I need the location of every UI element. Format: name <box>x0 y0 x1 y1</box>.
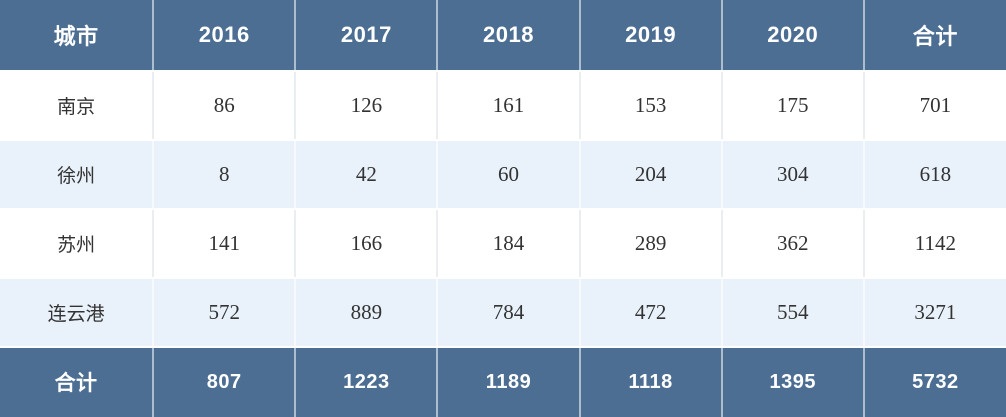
cell-suzhou-total: 1142 <box>863 209 1006 279</box>
cell-lianyungang-2017: 889 <box>295 278 439 348</box>
table-row-nanjing: 南京 86 126 161 153 175 701 <box>0 71 1006 141</box>
cell-nanjing-total: 701 <box>863 71 1006 141</box>
row-label-suzhou: 苏州 <box>0 209 155 279</box>
cell-lianyungang-2020: 554 <box>721 278 865 348</box>
row-label-xuzhou: 徐州 <box>0 140 155 210</box>
col-header-2016: 2016 <box>153 0 297 72</box>
table-row-lianyungang: 连云港 572 889 784 472 554 3271 <box>0 278 1006 348</box>
cell-nanjing-2020: 175 <box>721 71 865 141</box>
cell-nanjing-2019: 153 <box>579 71 723 141</box>
cell-lianyungang-2018: 784 <box>437 278 581 348</box>
footer-label-total: 合计 <box>0 346 155 417</box>
cell-suzhou-2019: 289 <box>579 209 723 279</box>
footer-total-2016: 807 <box>153 346 297 417</box>
table-row-xuzhou: 徐州 8 42 60 204 304 618 <box>0 140 1006 210</box>
footer-total-2017: 1223 <box>295 346 439 417</box>
cell-lianyungang-2019: 472 <box>579 278 723 348</box>
cell-xuzhou-2019: 204 <box>579 140 723 210</box>
row-label-lianyungang: 连云港 <box>0 278 155 348</box>
col-header-total: 合计 <box>863 0 1006 72</box>
table-row-suzhou: 苏州 141 166 184 289 362 1142 <box>0 209 1006 279</box>
cell-suzhou-2018: 184 <box>437 209 581 279</box>
cell-suzhou-2017: 166 <box>295 209 439 279</box>
cell-lianyungang-2016: 572 <box>153 278 297 348</box>
footer-total-2019: 1118 <box>579 346 723 417</box>
cell-xuzhou-2018: 60 <box>437 140 581 210</box>
cell-xuzhou-2016: 8 <box>153 140 297 210</box>
cell-lianyungang-total: 3271 <box>863 278 1006 348</box>
footer-total-2018: 1189 <box>437 346 581 417</box>
footer-total-2020: 1395 <box>721 346 865 417</box>
header-row: 城市 2016 2017 2018 2019 2020 合计 <box>0 0 1006 72</box>
cell-nanjing-2017: 126 <box>295 71 439 141</box>
cell-xuzhou-2020: 304 <box>721 140 865 210</box>
cell-xuzhou-total: 618 <box>863 140 1006 210</box>
col-header-2018: 2018 <box>437 0 581 72</box>
col-header-2019: 2019 <box>579 0 723 72</box>
cell-suzhou-2016: 141 <box>153 209 297 279</box>
footer-grand-total: 5732 <box>863 346 1006 417</box>
footer-row: 合计 807 1223 1189 1118 1395 5732 <box>0 346 1006 417</box>
col-header-city: 城市 <box>0 0 155 72</box>
cell-xuzhou-2017: 42 <box>295 140 439 210</box>
cell-nanjing-2018: 161 <box>437 71 581 141</box>
cell-suzhou-2020: 362 <box>721 209 865 279</box>
cell-nanjing-2016: 86 <box>153 71 297 141</box>
col-header-2020: 2020 <box>721 0 865 72</box>
row-label-nanjing: 南京 <box>0 71 155 141</box>
col-header-2017: 2017 <box>295 0 439 72</box>
